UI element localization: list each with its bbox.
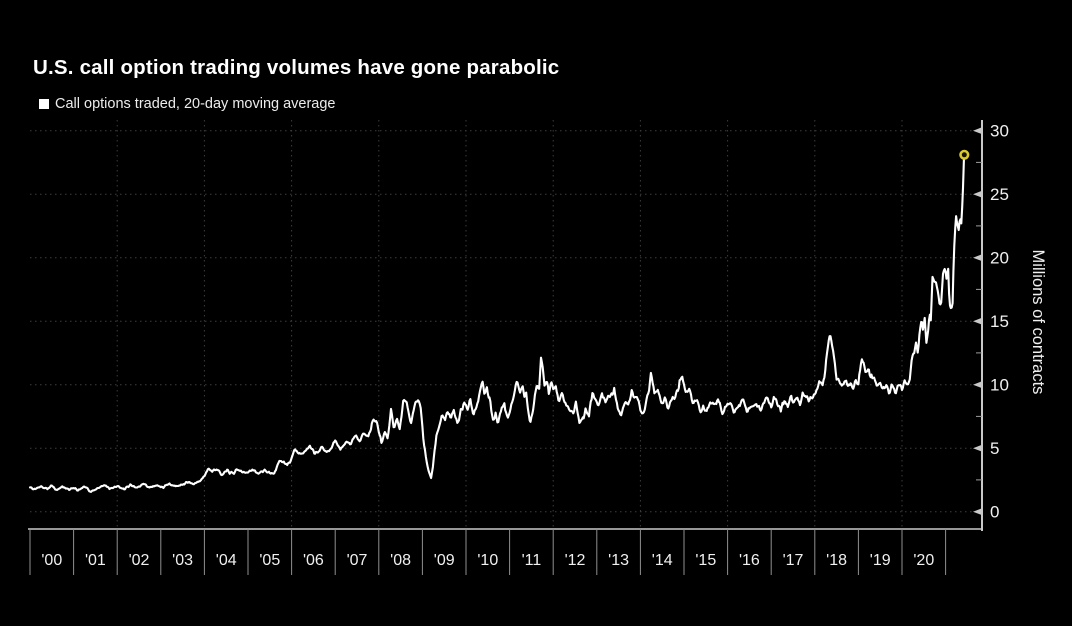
x-tick-label: '03 [172,552,193,569]
series-line [28,153,966,493]
y-tick-label: 15 [990,312,1009,331]
x-tick-label: '09 [434,552,455,569]
x-tick-label: '19 [870,552,891,569]
x-tick-label: '20 [913,552,934,569]
y-tick-label: 30 [990,122,1009,141]
y-major-tick [973,381,982,389]
y-tick-label: 10 [990,376,1009,395]
x-tick-label: '12 [565,552,586,569]
y-major-tick [973,190,982,198]
x-tick-label: '16 [739,552,760,569]
chart-title: U.S. call option trading volumes have go… [33,56,560,79]
x-tick-label: '11 [522,552,542,569]
x-tick-label: '10 [477,552,498,569]
x-tick-label: '05 [259,552,280,569]
x-tick-label: '07 [347,552,368,569]
x-tick-label: '01 [85,552,106,569]
y-tick-label: 25 [990,185,1009,204]
y-major-tick [973,508,982,516]
x-tick-label: '04 [216,552,237,569]
x-tick-label: '13 [608,552,629,569]
y-tick-label: 0 [990,503,999,522]
x-tick-label: '08 [390,552,411,569]
x-tick-label: '18 [826,552,847,569]
y-major-tick [973,127,982,135]
y-major-tick [973,444,982,452]
x-tick-label: '00 [41,552,62,569]
chart-legend: Call options traded, 20-day moving avera… [39,96,336,112]
y-tick-label: 5 [990,439,999,458]
y-axis-title: Millions of contracts [1029,250,1047,395]
y-tick-label: 20 [990,249,1009,268]
y-major-tick [973,317,982,325]
y-major-tick [973,254,982,262]
legend-swatch-icon [39,99,49,109]
x-tick-label: '17 [783,552,804,569]
x-tick-label: '15 [695,552,716,569]
x-tick-label: '02 [129,552,150,569]
last-point-marker [959,149,970,160]
legend-label: Call options traded, 20-day moving avera… [55,96,336,112]
x-tick-label: '14 [652,552,673,569]
x-tick-label: '06 [303,552,324,569]
